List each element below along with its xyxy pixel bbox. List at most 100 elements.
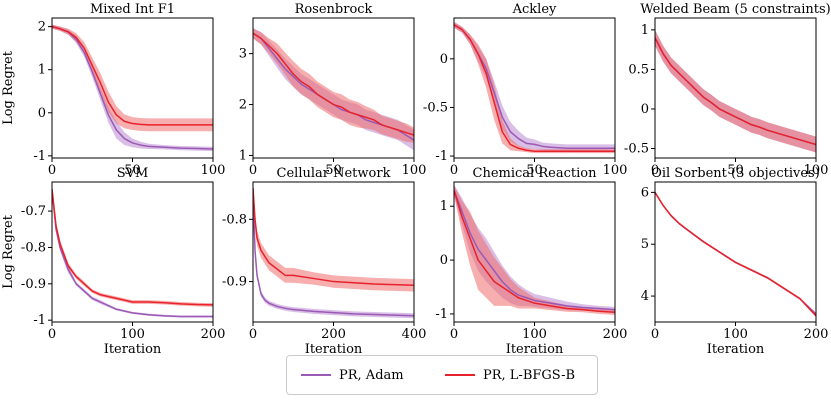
- band-pr-adam: [52, 24, 213, 152]
- y-tick-label: -0.9: [21, 277, 46, 292]
- y-tick-label: 0: [440, 52, 448, 67]
- band-pr-adam: [454, 21, 615, 153]
- y-tick-label: -0.7: [21, 204, 46, 219]
- band-pr-l-bfgs-b: [655, 191, 816, 318]
- y-tick-label: -0.5: [423, 100, 448, 115]
- axes-frame: [453, 17, 616, 159]
- plot-area-mixed-int-f1: [52, 24, 213, 152]
- y-tick-label: -1: [435, 149, 448, 164]
- y-tick-label: 5: [641, 237, 649, 252]
- plot-area-welded-beam-5-constraints: [655, 29, 816, 153]
- x-tick-label: 200: [321, 327, 346, 342]
- y-tick-label: -1: [435, 307, 448, 322]
- band-pr-l-bfgs-b: [454, 21, 615, 154]
- line-pr-l-bfgs-b: [655, 37, 816, 146]
- x-tick-label: 400: [402, 327, 427, 342]
- x-tick-label: 0: [450, 327, 458, 342]
- line-pr-adam: [253, 188, 414, 317]
- x-tick-label: 50: [526, 163, 543, 178]
- x-tick-label: 100: [120, 327, 145, 342]
- x-tick-label: 100: [603, 163, 628, 178]
- y-tick-label: -0.8: [21, 240, 46, 255]
- chart-title: Chemical Reaction: [473, 166, 598, 181]
- plot-area-cellular-network: [253, 182, 414, 319]
- x-tick-label: 100: [723, 327, 748, 342]
- panel-cellular-network: 0 200 400 -0.9 -0.8 Cellular Network Iteration: [222, 166, 426, 357]
- chart-title: SVM: [117, 166, 149, 181]
- y-tick-label: 3: [239, 47, 247, 62]
- y-tick-label: 1: [641, 23, 649, 38]
- axes-frame: [654, 181, 817, 323]
- axes-frame: [252, 181, 415, 323]
- x-tick-label: 100: [804, 163, 829, 178]
- legend: PR, Adam PR, L-BFGS-B: [286, 355, 598, 395]
- line-pr-adam: [52, 189, 213, 318]
- band-pr-l-bfgs-b: [253, 28, 414, 143]
- x-axis-label: Iteration: [707, 342, 765, 357]
- band-pr-adam: [655, 191, 816, 316]
- chart-title: Welded Beam (5 constraints): [640, 2, 830, 17]
- legend-item-lbfgsb: PR, L-BFGS-B: [445, 366, 575, 384]
- y-axis-label: Log Regret: [1, 214, 16, 289]
- x-tick-label: 0: [48, 327, 56, 342]
- x-tick-label: 0: [651, 163, 659, 178]
- y-tick-label: -1: [33, 149, 46, 164]
- line-pr-adam: [454, 189, 615, 311]
- line-pr-adam: [655, 191, 816, 315]
- plot-area-chemical-reaction: [454, 184, 615, 315]
- x-tick-label: 100: [402, 163, 427, 178]
- x-tick-label: 0: [651, 327, 659, 342]
- plot-area-svm: [52, 185, 213, 318]
- chart-title: Rosenbrock: [295, 2, 373, 17]
- y-tick-label: 1: [440, 199, 448, 214]
- plot-area-rosenbrock: [253, 28, 414, 151]
- y-tick-label: 0.5: [628, 62, 649, 77]
- line-pr-l-bfgs-b: [253, 32, 414, 136]
- x-tick-label: 0: [450, 163, 458, 178]
- panel-svm: 0 100 200 -1 -0.9 -0.8 -0.7 SVM Iteration Log Reg…: [1, 166, 225, 357]
- plot-area-ackley: [454, 21, 615, 154]
- y-tick-label: 4: [641, 289, 649, 304]
- x-tick-label: 50: [124, 163, 141, 178]
- chart-title: Cellular Network: [277, 166, 391, 181]
- chart-title: Oil Sorbent (3 objectives): [651, 166, 820, 181]
- x-tick-label: 200: [804, 327, 829, 342]
- legend-label-lbfgsb: PR, L-BFGS-B: [483, 367, 576, 383]
- line-pr-l-bfgs-b: [454, 189, 615, 314]
- y-axis-label: Log Regret: [1, 50, 16, 125]
- y-tick-label: -0.5: [624, 142, 649, 157]
- line-pr-l-bfgs-b: [454, 24, 615, 152]
- y-tick-label: 0: [38, 106, 46, 121]
- y-tick-label: -0.9: [222, 275, 247, 290]
- line-pr-l-bfgs-b: [253, 188, 414, 287]
- y-tick-label: 1: [38, 63, 46, 78]
- y-tick-label: -1: [33, 313, 46, 328]
- band-pr-l-bfgs-b: [52, 24, 213, 132]
- x-axis-label: Iteration: [104, 342, 162, 357]
- x-axis-label: Iteration: [506, 342, 564, 357]
- x-tick-label: 0: [48, 163, 56, 178]
- x-tick-label: 200: [603, 327, 628, 342]
- band-pr-l-bfgs-b: [52, 185, 213, 307]
- band-pr-adam: [52, 185, 213, 318]
- line-pr-adam: [454, 24, 615, 150]
- y-tick-label: -0.8: [222, 212, 247, 227]
- chart-title: Mixed Int F1: [90, 2, 175, 17]
- line-pr-adam: [655, 37, 816, 146]
- x-axis-label: Iteration: [305, 342, 363, 357]
- panel-ackley: 0 50 100 -1 -0.5 0 Ackley: [423, 2, 627, 178]
- y-tick-label: 6: [641, 185, 649, 200]
- band-pr-l-bfgs-b: [253, 182, 414, 292]
- x-tick-label: 50: [727, 163, 744, 178]
- band-pr-adam: [253, 185, 414, 319]
- legend-label-adam: PR, Adam: [339, 367, 404, 383]
- x-tick-label: 100: [201, 163, 226, 178]
- line-pr-l-bfgs-b: [655, 191, 816, 317]
- legend-swatch-lbfgsb: [445, 374, 475, 376]
- line-pr-adam: [52, 25, 213, 150]
